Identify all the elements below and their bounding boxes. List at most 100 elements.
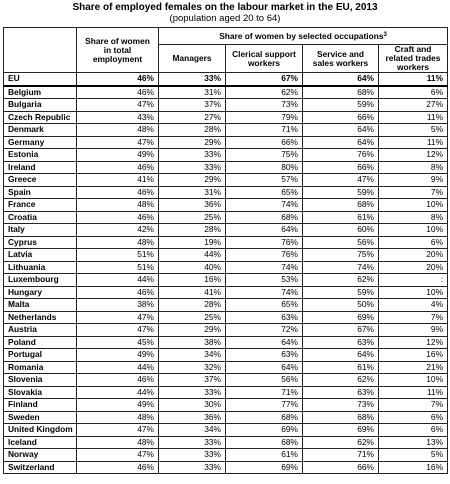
table-row: Estonia 49% 33% 75% 76% 12% [3,148,449,162]
cell-clerical: 74% [225,198,303,212]
cell-clerical: 65% [225,185,303,199]
cell-service: 50% [302,298,379,312]
cell-craft: 10% [377,223,449,237]
cell-service: 56% [302,235,379,249]
table-row: Slovenia 46% 37% 56% 62% 10% [3,373,449,387]
cell-country: Estonia [3,148,77,162]
table-row: Hungary 46% 41% 74% 59% 10% [3,285,449,299]
cell-managers: 30% [158,398,226,412]
cell-service: 74% [302,260,379,274]
cell-share-total: 47% [76,310,159,324]
cell-share-total: 46% [76,460,159,474]
cell-managers: 33% [158,448,226,462]
cell-managers: 32% [158,360,226,374]
cell-country: Croatia [3,210,77,224]
cell-craft: 7% [377,185,449,199]
table-row: Lithuania 51% 40% 74% 74% 20% [3,260,449,274]
cell-share-total: 51% [76,260,159,274]
cell-managers: 33% [158,72,226,86]
cell-share-total: 49% [76,148,159,162]
cell-country: Germany [3,135,77,149]
cell-craft: 12% [377,148,449,162]
cell-country: Poland [3,335,77,349]
cell-country: Greece [3,173,77,187]
cell-share-total: 48% [76,410,159,424]
table-row: Ireland 46% 33% 80% 66% 8% [3,160,449,174]
cell-clerical: 64% [225,223,303,237]
cell-clerical: 68% [225,210,303,224]
cell-share-total: 48% [76,123,159,137]
table-row: EU 46% 33% 67% 64% 11% [3,72,449,86]
cell-service: 64% [302,135,379,149]
cell-country: Romania [3,360,77,374]
table-row: Slovakia 44% 33% 71% 63% 11% [3,385,449,399]
cell-clerical: 73% [225,98,303,112]
cell-craft: 6% [377,410,449,424]
cell-service: 63% [302,335,379,349]
cell-share-total: 38% [76,298,159,312]
cell-country: Italy [3,223,77,237]
cell-clerical: 72% [225,323,303,337]
table-row: Croatia 46% 25% 68% 61% 8% [3,210,449,224]
cell-clerical: 77% [225,398,303,412]
cell-managers: 29% [158,173,226,187]
cell-service: 68% [302,84,379,99]
header-country [3,27,77,73]
cell-craft: 6% [377,423,449,437]
cell-craft: 10% [377,373,449,387]
cell-country: Latvia [3,248,77,262]
cell-managers: 37% [158,98,226,112]
cell-country: Malta [3,298,77,312]
cell-service: 61% [302,360,379,374]
table-row: Denmark 48% 28% 71% 64% 5% [3,123,449,137]
cell-country: Switzerland [3,460,77,474]
cell-managers: 37% [158,373,226,387]
cell-service: 62% [302,373,379,387]
cell-share-total: 49% [76,348,159,362]
cell-share-total: 46% [76,210,159,224]
table-title: Share of employed females on the labour … [72,2,378,13]
cell-clerical: 74% [225,260,303,274]
table-body: EU 46% 33% 67% 64% 11% Belgium 46% 31% 62% 68% 6% Bu… [3,72,449,474]
cell-clerical: 63% [225,348,303,362]
cell-country: Finland [3,398,77,412]
table-row: Switzerland 46% 33% 69% 66% 16% [3,460,449,474]
table-row: France 48% 36% 74% 68% 10% [3,198,449,212]
cell-craft: 5% [377,123,449,137]
table-row: Bulgaria 47% 37% 73% 59% 27% [3,98,449,112]
header-service: Service and sales workers [302,44,379,73]
header-group-label: Share of women by selected occupations [219,30,384,41]
table-row: Norway 47% 33% 61% 71% 5% [3,448,449,462]
cell-country: Belgium [3,84,77,99]
cell-country: Cyprus [3,235,77,249]
table-row: Romania 44% 32% 64% 61% 21% [3,360,449,374]
cell-managers: 33% [158,160,226,174]
table-row: Czech Republic 43% 27% 79% 66% 11% [3,110,449,124]
cell-craft: 21% [377,360,449,374]
cell-service: 73% [302,398,379,412]
cell-managers: 31% [158,185,226,199]
table-row: United Kingdom 47% 34% 69% 69% 6% [3,423,449,437]
cell-service: 62% [302,435,379,449]
cell-service: 75% [302,248,379,262]
cell-managers: 41% [158,285,226,299]
cell-service: 59% [302,98,379,112]
header-managers: Managers [158,44,226,73]
cell-service: 68% [302,410,379,424]
table-row: Sweden 48% 36% 68% 68% 6% [3,410,449,424]
cell-share-total: 47% [76,98,159,112]
cell-share-total: 46% [76,285,159,299]
cell-craft: : [377,273,449,287]
cell-share-total: 42% [76,223,159,237]
table-row: Netherlands 47% 25% 63% 69% 7% [3,310,449,324]
cell-service: 47% [302,173,379,187]
cell-clerical: 79% [225,110,303,124]
cell-clerical: 63% [225,310,303,324]
cell-managers: 34% [158,348,226,362]
cell-country: Hungary [3,285,77,299]
cell-craft: 13% [377,435,449,449]
cell-country: Sweden [3,410,77,424]
cell-share-total: 46% [76,185,159,199]
table-row: Iceland 48% 33% 68% 62% 13% [3,435,449,449]
cell-country: Norway [3,448,77,462]
